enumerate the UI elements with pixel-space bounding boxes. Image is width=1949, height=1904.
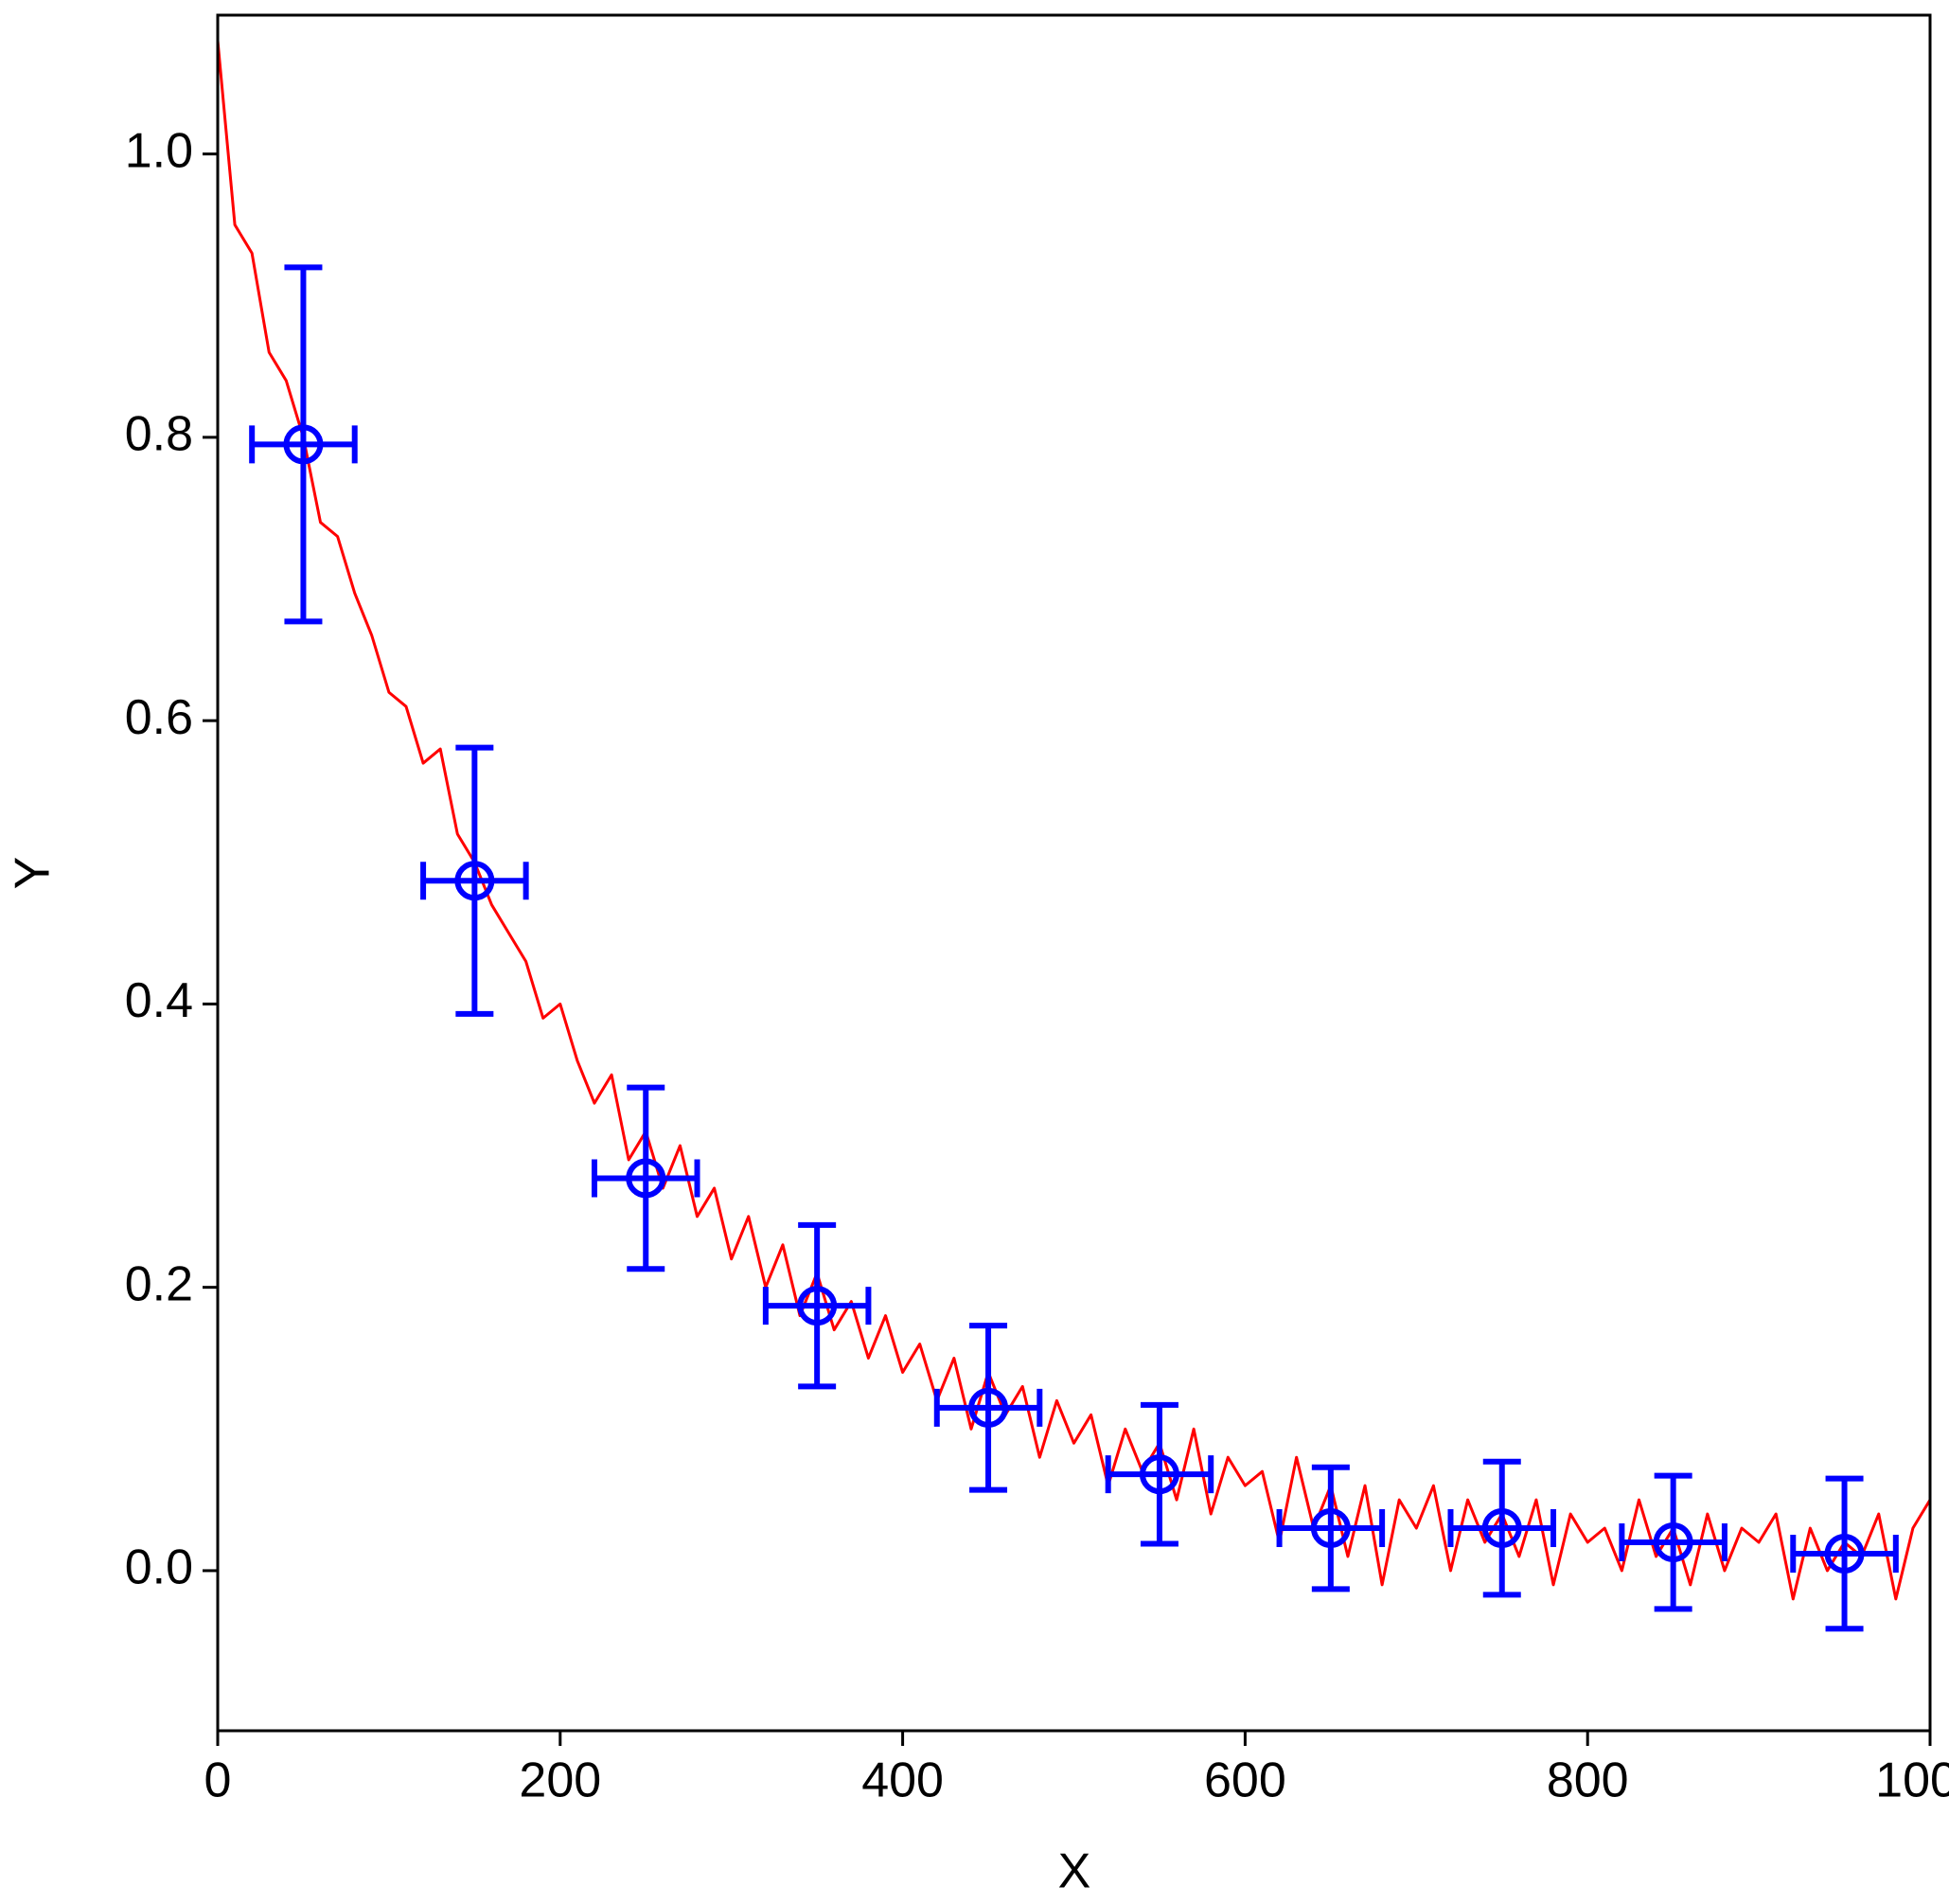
x-error-bar	[762, 1287, 872, 1326]
x-tick-label: 0	[204, 1753, 232, 1808]
data-point	[1653, 1521, 1693, 1562]
x-tick-label: 200	[519, 1753, 601, 1808]
data-point	[1481, 1508, 1522, 1549]
y-tick-label: 1.0	[125, 123, 193, 178]
y-tick-label: 0.6	[125, 690, 193, 745]
data-point	[1310, 1508, 1351, 1549]
x-error-bar	[933, 1388, 1043, 1427]
x-error-bar	[1619, 1522, 1728, 1561]
x-axis-label: X	[1058, 1844, 1091, 1899]
y-tick-label: 0.2	[125, 1256, 193, 1311]
x-error-bar	[1276, 1509, 1386, 1548]
data-point	[797, 1286, 838, 1326]
data-point	[626, 1158, 666, 1199]
y-tick-label: 0.4	[125, 973, 193, 1028]
x-error-bar	[591, 1159, 700, 1198]
x-error-bar	[420, 862, 529, 900]
data-point	[1139, 1454, 1179, 1495]
x-tick-label: 400	[861, 1753, 944, 1808]
x-error-bar	[1105, 1455, 1214, 1494]
data-line	[216, 40, 1932, 1601]
x-error-bar	[1447, 1509, 1557, 1548]
data-point	[1824, 1533, 1865, 1574]
y-axis-label: Y	[6, 857, 61, 890]
x-tick-label: 600	[1204, 1753, 1286, 1808]
x-error-bar	[1790, 1534, 1899, 1573]
y-tick-label: 0.8	[125, 407, 193, 462]
plot-frame	[216, 13, 1932, 1733]
data-point	[454, 861, 495, 901]
data-point	[283, 424, 324, 465]
data-point	[968, 1387, 1009, 1428]
x-tick-label: 800	[1547, 1753, 1629, 1808]
x-error-bar	[249, 425, 358, 464]
y-tick-label: 0.0	[125, 1540, 193, 1595]
